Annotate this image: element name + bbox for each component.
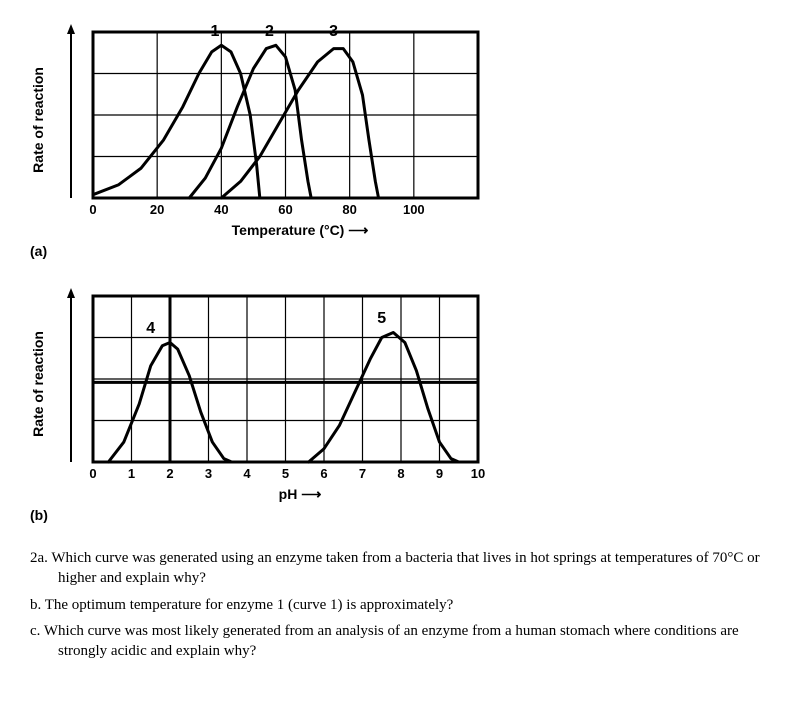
chart-b-container: Rate of reaction 0 1 2 3 4 5 6 7 8 9 10 4 5 pH ⟶ (b) bbox=[30, 284, 770, 523]
svg-text:10: 10 bbox=[471, 466, 485, 481]
svg-text:1: 1 bbox=[210, 23, 219, 40]
svg-text:40: 40 bbox=[214, 202, 228, 217]
svg-text:5: 5 bbox=[377, 310, 386, 327]
chart-b-x-label: pH ⟶ bbox=[279, 486, 322, 503]
chart-b-panel-label: (b) bbox=[30, 507, 770, 523]
svg-text:3: 3 bbox=[329, 23, 338, 40]
svg-text:8: 8 bbox=[397, 466, 404, 481]
svg-text:0: 0 bbox=[89, 466, 96, 481]
question-c: c. Which curve was most likely generated… bbox=[30, 621, 770, 662]
svg-text:100: 100 bbox=[403, 202, 425, 217]
svg-text:3: 3 bbox=[205, 466, 212, 481]
chart-a-row: Rate of reaction 0 20 40 60 80 100 1 2 3 bbox=[30, 20, 770, 220]
svg-text:60: 60 bbox=[278, 202, 292, 217]
question-b: b. The optimum temperature for enzyme 1 … bbox=[30, 595, 770, 615]
svg-text:1: 1 bbox=[128, 466, 135, 481]
svg-text:2: 2 bbox=[265, 23, 274, 40]
questions-block: 2a. Which curve was generated using an e… bbox=[30, 548, 770, 661]
svg-text:7: 7 bbox=[359, 466, 366, 481]
svg-text:4: 4 bbox=[146, 320, 155, 337]
question-2a: 2a. Which curve was generated using an e… bbox=[30, 548, 770, 589]
chart-b-row: Rate of reaction 0 1 2 3 4 5 6 7 8 9 10 4 5 bbox=[30, 284, 770, 484]
chart-b-x-row: pH ⟶ bbox=[80, 486, 520, 503]
svg-text:9: 9 bbox=[436, 466, 443, 481]
svg-text:0: 0 bbox=[89, 202, 96, 217]
chart-a-x-label: Temperature (°C) ⟶ bbox=[232, 222, 369, 239]
chart-a-svg: 0 20 40 60 80 100 1 2 3 bbox=[48, 20, 488, 220]
svg-text:20: 20 bbox=[150, 202, 164, 217]
svg-text:4: 4 bbox=[243, 466, 251, 481]
chart-b-y-label: Rate of reaction bbox=[30, 331, 46, 437]
svg-text:6: 6 bbox=[320, 466, 327, 481]
svg-text:2: 2 bbox=[166, 466, 173, 481]
chart-a-y-label: Rate of reaction bbox=[30, 67, 46, 173]
svg-text:80: 80 bbox=[342, 202, 356, 217]
svg-text:5: 5 bbox=[282, 466, 289, 481]
chart-b-svg: 0 1 2 3 4 5 6 7 8 9 10 4 5 bbox=[48, 284, 488, 484]
chart-a-container: Rate of reaction 0 20 40 60 80 100 1 2 3 Tempera… bbox=[30, 20, 770, 259]
chart-a-panel-label: (a) bbox=[30, 243, 770, 259]
chart-a-x-row: Temperature (°C) ⟶ bbox=[80, 222, 520, 239]
